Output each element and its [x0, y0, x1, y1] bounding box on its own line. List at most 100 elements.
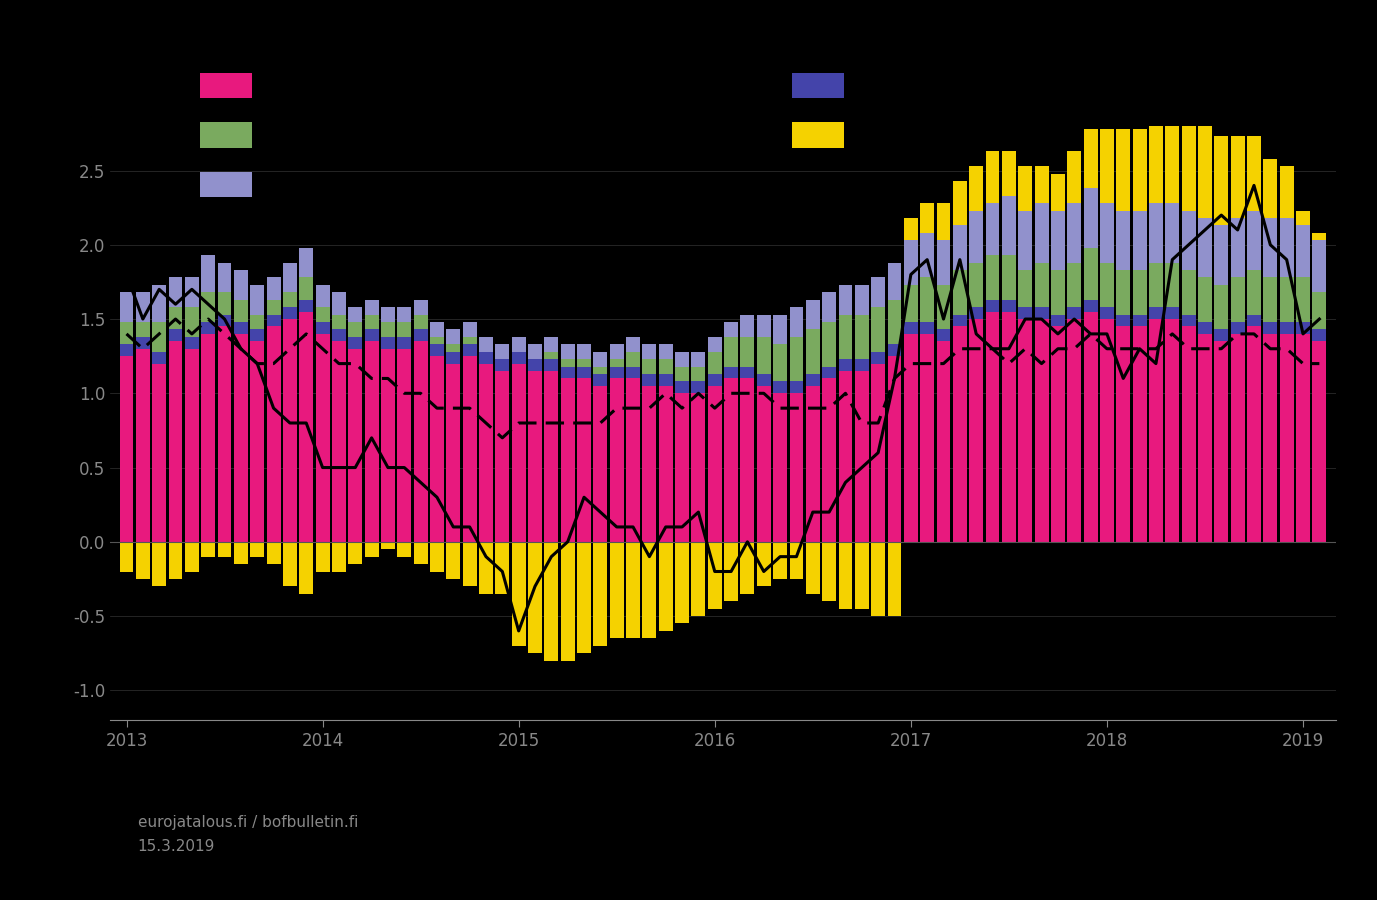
Bar — [413, 315, 428, 329]
Bar — [267, 327, 281, 542]
Bar — [1312, 329, 1326, 341]
Bar — [627, 366, 640, 378]
Bar — [855, 315, 869, 359]
Bar — [299, 248, 313, 277]
Bar — [446, 329, 460, 345]
Bar — [577, 542, 591, 653]
Bar — [953, 315, 967, 327]
Bar — [153, 285, 167, 322]
Bar — [496, 359, 509, 371]
Bar — [593, 386, 607, 542]
Bar — [218, 542, 231, 556]
Bar — [1084, 129, 1097, 188]
Bar — [1312, 233, 1326, 240]
Bar — [1148, 114, 1164, 203]
Bar — [839, 542, 852, 608]
Bar — [920, 334, 934, 542]
Bar — [936, 240, 950, 285]
Bar — [741, 337, 755, 366]
Bar — [839, 315, 852, 359]
Bar — [201, 292, 215, 322]
Bar — [741, 315, 755, 337]
Bar — [675, 366, 688, 382]
Bar — [806, 329, 819, 374]
Bar — [1312, 240, 1326, 292]
Bar — [479, 364, 493, 542]
Bar — [234, 322, 248, 334]
Bar — [1231, 277, 1245, 322]
Bar — [1263, 158, 1278, 218]
Bar — [953, 181, 967, 226]
Bar — [872, 364, 885, 542]
Bar — [381, 307, 395, 322]
Bar — [267, 542, 281, 564]
Bar — [1034, 203, 1048, 263]
Bar — [1067, 151, 1081, 203]
Bar — [398, 337, 412, 348]
Bar — [986, 203, 1000, 256]
Bar — [1165, 107, 1179, 203]
Bar — [496, 371, 509, 542]
Bar — [953, 327, 967, 542]
Bar — [577, 378, 591, 542]
Bar — [1067, 203, 1081, 263]
Bar — [757, 542, 771, 587]
Bar — [282, 292, 297, 307]
Bar — [348, 307, 362, 322]
Bar — [969, 319, 983, 542]
Bar — [1279, 218, 1293, 277]
Bar — [251, 315, 264, 329]
Bar — [986, 300, 1000, 311]
Bar — [1117, 315, 1131, 327]
Bar — [1165, 203, 1179, 263]
Bar — [708, 542, 722, 608]
Bar — [234, 542, 248, 564]
Bar — [936, 285, 950, 329]
Bar — [1215, 341, 1228, 542]
Bar — [479, 337, 493, 352]
Bar — [643, 542, 657, 638]
Bar — [1117, 270, 1131, 315]
Bar — [1018, 211, 1033, 270]
Bar — [348, 337, 362, 348]
Bar — [708, 374, 722, 386]
Bar — [299, 311, 313, 542]
Bar — [527, 371, 543, 542]
Bar — [903, 218, 918, 240]
Bar — [218, 315, 231, 327]
Bar — [463, 337, 476, 345]
Bar — [724, 366, 738, 378]
Bar — [772, 315, 788, 345]
Bar — [1117, 211, 1131, 270]
Bar — [577, 345, 591, 359]
Bar — [1100, 129, 1114, 203]
Bar — [1181, 114, 1195, 211]
Bar — [1296, 211, 1310, 226]
Bar — [627, 352, 640, 366]
Bar — [772, 345, 788, 382]
Bar — [593, 542, 607, 645]
Bar — [136, 542, 150, 579]
Bar — [446, 352, 460, 364]
Bar — [888, 345, 902, 356]
Bar — [1133, 211, 1147, 270]
Bar — [1084, 188, 1097, 248]
Bar — [986, 151, 1000, 203]
Bar — [299, 542, 313, 594]
Bar — [1198, 218, 1212, 277]
Bar — [920, 322, 934, 334]
Bar — [282, 307, 297, 319]
Bar — [413, 300, 428, 315]
Bar — [969, 307, 983, 319]
Bar — [772, 542, 788, 579]
Bar — [610, 359, 624, 366]
Bar — [806, 386, 819, 542]
Bar — [772, 382, 788, 393]
Bar — [903, 285, 918, 322]
Bar — [1248, 315, 1261, 327]
Bar — [888, 300, 902, 345]
Bar — [789, 307, 803, 337]
Bar — [675, 382, 688, 393]
Bar — [1215, 285, 1228, 329]
Bar — [1034, 166, 1048, 203]
